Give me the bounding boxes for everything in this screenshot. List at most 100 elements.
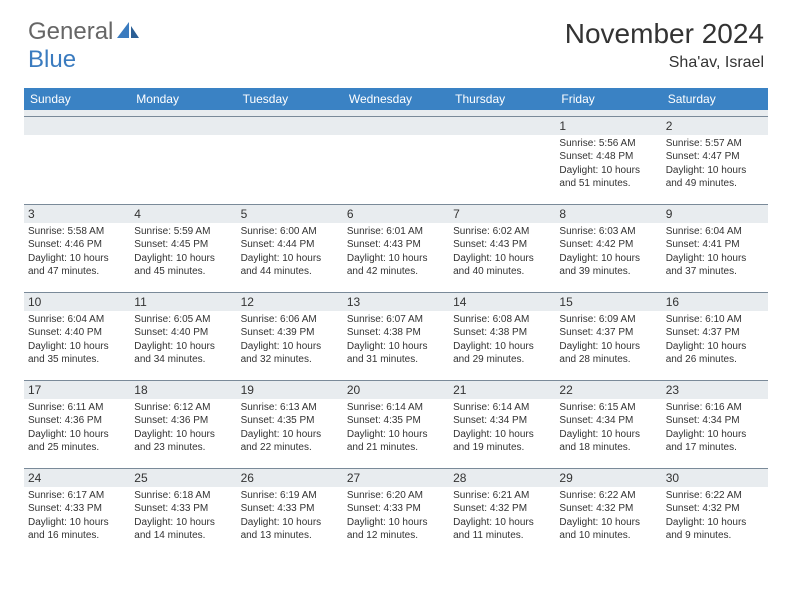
day-number: 16 [662, 293, 768, 311]
weekday-header: Saturday [662, 88, 768, 110]
day-number: 2 [662, 117, 768, 135]
calendar-head: Sunday Monday Tuesday Wednesday Thursday… [24, 88, 768, 110]
calendar-cell: 5Sunrise: 6:00 AMSunset: 4:44 PMDaylight… [237, 204, 343, 292]
day-number: 18 [130, 381, 236, 399]
calendar-cell: 2Sunrise: 5:57 AMSunset: 4:47 PMDaylight… [662, 116, 768, 204]
sunset-text: Sunset: 4:46 PM [28, 238, 126, 252]
day-details: Sunrise: 6:04 AMSunset: 4:40 PMDaylight:… [24, 311, 130, 369]
empty-day [343, 117, 449, 135]
day-number: 22 [555, 381, 661, 399]
calendar-cell: 6Sunrise: 6:01 AMSunset: 4:43 PMDaylight… [343, 204, 449, 292]
day-details: Sunrise: 6:03 AMSunset: 4:42 PMDaylight:… [555, 223, 661, 281]
calendar-cell [343, 116, 449, 204]
day-number: 26 [237, 469, 343, 487]
daylight-text: Daylight: 10 hours and 51 minutes. [559, 164, 657, 191]
sunset-text: Sunset: 4:34 PM [559, 414, 657, 428]
calendar-cell: 25Sunrise: 6:18 AMSunset: 4:33 PMDayligh… [130, 468, 236, 556]
daylight-text: Daylight: 10 hours and 40 minutes. [453, 252, 551, 279]
weekday-header: Tuesday [237, 88, 343, 110]
calendar-cell: 14Sunrise: 6:08 AMSunset: 4:38 PMDayligh… [449, 292, 555, 380]
sunrise-text: Sunrise: 6:14 AM [453, 401, 551, 415]
sunset-text: Sunset: 4:35 PM [241, 414, 339, 428]
empty-day [24, 117, 130, 135]
sunrise-text: Sunrise: 6:08 AM [453, 313, 551, 327]
sunrise-text: Sunrise: 5:58 AM [28, 225, 126, 239]
calendar-cell: 7Sunrise: 6:02 AMSunset: 4:43 PMDaylight… [449, 204, 555, 292]
day-details: Sunrise: 5:59 AMSunset: 4:45 PMDaylight:… [130, 223, 236, 281]
calendar-cell: 23Sunrise: 6:16 AMSunset: 4:34 PMDayligh… [662, 380, 768, 468]
sunrise-text: Sunrise: 6:04 AM [28, 313, 126, 327]
day-number: 19 [237, 381, 343, 399]
sunset-text: Sunset: 4:48 PM [559, 150, 657, 164]
daylight-text: Daylight: 10 hours and 44 minutes. [241, 252, 339, 279]
day-number: 29 [555, 469, 661, 487]
day-details: Sunrise: 5:56 AMSunset: 4:48 PMDaylight:… [555, 135, 661, 193]
calendar-cell: 12Sunrise: 6:06 AMSunset: 4:39 PMDayligh… [237, 292, 343, 380]
daylight-text: Daylight: 10 hours and 9 minutes. [666, 516, 764, 543]
sunrise-text: Sunrise: 6:21 AM [453, 489, 551, 503]
calendar-cell: 18Sunrise: 6:12 AMSunset: 4:36 PMDayligh… [130, 380, 236, 468]
sunset-text: Sunset: 4:38 PM [453, 326, 551, 340]
sunrise-text: Sunrise: 6:16 AM [666, 401, 764, 415]
daylight-text: Daylight: 10 hours and 22 minutes. [241, 428, 339, 455]
calendar-cell: 3 Sunrise: 5:58 AMSunset: 4:46 PMDaylight… [24, 204, 130, 292]
sunrise-text: Sunrise: 5:57 AM [666, 137, 764, 151]
calendar-cell [237, 116, 343, 204]
title-block: November 2024 Sha'av, Israel [565, 18, 764, 72]
location: Sha'av, Israel [565, 54, 764, 72]
calendar-cell: 30Sunrise: 6:22 AMSunset: 4:32 PMDayligh… [662, 468, 768, 556]
day-details: Sunrise: 6:01 AMSunset: 4:43 PMDaylight:… [343, 223, 449, 281]
day-details: Sunrise: 6:09 AMSunset: 4:37 PMDaylight:… [555, 311, 661, 369]
day-details: Sunrise: 6:02 AMSunset: 4:43 PMDaylight:… [449, 223, 555, 281]
sunset-text: Sunset: 4:33 PM [134, 502, 232, 516]
day-details: Sunrise: 6:12 AMSunset: 4:36 PMDaylight:… [130, 399, 236, 457]
daylight-text: Daylight: 10 hours and 49 minutes. [666, 164, 764, 191]
sunset-text: Sunset: 4:33 PM [28, 502, 126, 516]
calendar-cell: 26Sunrise: 6:19 AMSunset: 4:33 PMDayligh… [237, 468, 343, 556]
day-number: 3 [24, 205, 130, 223]
calendar-body: 1Sunrise: 5:56 AMSunset: 4:48 PMDaylight… [24, 110, 768, 556]
daylight-text: Daylight: 10 hours and 47 minutes. [28, 252, 126, 279]
sunset-text: Sunset: 4:36 PM [134, 414, 232, 428]
sunset-text: Sunset: 4:34 PM [453, 414, 551, 428]
daylight-text: Daylight: 10 hours and 23 minutes. [134, 428, 232, 455]
calendar-cell: 19Sunrise: 6:13 AMSunset: 4:35 PMDayligh… [237, 380, 343, 468]
sunrise-text: Sunrise: 6:02 AM [453, 225, 551, 239]
daylight-text: Daylight: 10 hours and 13 minutes. [241, 516, 339, 543]
weekday-row: Sunday Monday Tuesday Wednesday Thursday… [24, 88, 768, 110]
calendar-week-row: 1Sunrise: 5:56 AMSunset: 4:48 PMDaylight… [24, 116, 768, 204]
daylight-text: Daylight: 10 hours and 11 minutes. [453, 516, 551, 543]
daylight-text: Daylight: 10 hours and 42 minutes. [347, 252, 445, 279]
day-details: Sunrise: 6:08 AMSunset: 4:38 PMDaylight:… [449, 311, 555, 369]
daylight-text: Daylight: 10 hours and 28 minutes. [559, 340, 657, 367]
sunset-text: Sunset: 4:43 PM [453, 238, 551, 252]
sunrise-text: Sunrise: 6:00 AM [241, 225, 339, 239]
calendar-cell: 9Sunrise: 6:04 AMSunset: 4:41 PMDaylight… [662, 204, 768, 292]
day-number: 27 [343, 469, 449, 487]
calendar-cell [130, 116, 236, 204]
calendar-cell: 13Sunrise: 6:07 AMSunset: 4:38 PMDayligh… [343, 292, 449, 380]
calendar-cell: 28Sunrise: 6:21 AMSunset: 4:32 PMDayligh… [449, 468, 555, 556]
day-details: Sunrise: 6:06 AMSunset: 4:39 PMDaylight:… [237, 311, 343, 369]
calendar-cell: 1Sunrise: 5:56 AMSunset: 4:48 PMDaylight… [555, 116, 661, 204]
sunset-text: Sunset: 4:37 PM [559, 326, 657, 340]
sunset-text: Sunset: 4:40 PM [134, 326, 232, 340]
daylight-text: Daylight: 10 hours and 12 minutes. [347, 516, 445, 543]
calendar-cell [24, 116, 130, 204]
empty-day [130, 117, 236, 135]
day-number: 15 [555, 293, 661, 311]
weekday-header: Friday [555, 88, 661, 110]
calendar-cell: 11Sunrise: 6:05 AMSunset: 4:40 PMDayligh… [130, 292, 236, 380]
sunrise-text: Sunrise: 6:14 AM [347, 401, 445, 415]
day-number: 5 [237, 205, 343, 223]
day-number: 25 [130, 469, 236, 487]
day-number: 30 [662, 469, 768, 487]
calendar-week-row: 10Sunrise: 6:04 AMSunset: 4:40 PMDayligh… [24, 292, 768, 380]
day-details: Sunrise: 6:14 AMSunset: 4:34 PMDaylight:… [449, 399, 555, 457]
sunrise-text: Sunrise: 6:06 AM [241, 313, 339, 327]
sunrise-text: Sunrise: 6:04 AM [666, 225, 764, 239]
day-number: 20 [343, 381, 449, 399]
day-details: Sunrise: 6:16 AMSunset: 4:34 PMDaylight:… [662, 399, 768, 457]
day-details: Sunrise: 6:07 AMSunset: 4:38 PMDaylight:… [343, 311, 449, 369]
sunrise-text: Sunrise: 6:22 AM [559, 489, 657, 503]
